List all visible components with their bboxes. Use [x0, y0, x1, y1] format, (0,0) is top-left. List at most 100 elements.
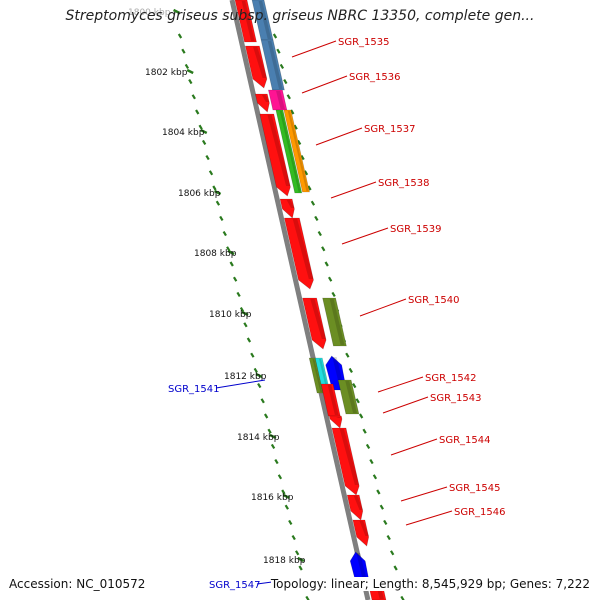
track-tick — [246, 337, 252, 343]
track-tick — [298, 565, 303, 571]
track-tick — [324, 261, 329, 267]
track-tick — [212, 185, 217, 191]
gene-feature-forward[interactable] — [346, 494, 364, 521]
gene-feature-forward[interactable] — [283, 109, 310, 193]
axis-label: 1814 kbp — [237, 433, 280, 443]
axis-label: 1812 kbp — [224, 372, 267, 382]
track-tick — [303, 170, 309, 176]
track-tick — [286, 94, 291, 100]
gene-label-forward[interactable]: SGR_1542 — [425, 373, 477, 384]
track-tick — [232, 276, 238, 282]
track-tick — [279, 63, 285, 69]
gene-label-forward[interactable]: SGR_1536 — [349, 72, 401, 83]
gene-feature-forward[interactable] — [260, 39, 285, 91]
gene-shading — [258, 1, 272, 39]
track-tick — [348, 367, 353, 373]
track-tick — [236, 291, 241, 297]
track-tick — [198, 124, 203, 130]
gene-shading — [339, 429, 360, 485]
track-tick — [208, 170, 214, 176]
gene-label-forward[interactable]: SGR_1544 — [439, 435, 491, 446]
track-tick — [264, 413, 269, 419]
track-tick — [284, 504, 289, 510]
gene-feature-forward[interactable] — [234, 0, 257, 43]
track-tick — [205, 155, 210, 161]
track-tick — [300, 155, 305, 161]
gene-label-forward[interactable]: SGR_1539 — [390, 224, 442, 235]
axis-major-tick — [200, 128, 208, 135]
label-leader-line — [359, 298, 407, 317]
track-tick — [257, 383, 262, 389]
gene-shading — [329, 299, 345, 345]
gene-label-forward[interactable]: SGR_1535 — [338, 37, 390, 48]
track-tick — [293, 124, 298, 130]
gene-feature-forward[interactable] — [302, 297, 327, 350]
gene-label-forward[interactable]: SGR_1540 — [408, 295, 460, 306]
track-tick — [290, 109, 295, 115]
track-tick — [219, 215, 224, 221]
gene-feature-forward[interactable] — [245, 45, 268, 89]
gene-shading — [310, 299, 326, 339]
track-tick — [215, 200, 221, 206]
gene-label-forward[interactable]: SGR_1545 — [449, 483, 501, 494]
gene-feature-reverse[interactable] — [308, 357, 324, 394]
label-leader-line — [256, 581, 273, 585]
track-tick — [270, 443, 276, 449]
track-tick — [327, 276, 333, 282]
gene-shading — [261, 95, 270, 102]
page-title: Streptomyces griseus subsp. griseus NBRC… — [65, 8, 535, 24]
gene-shading — [312, 359, 323, 392]
gene-feature-forward[interactable] — [279, 198, 295, 219]
axis-major-tick — [214, 189, 222, 196]
track-tick — [305, 595, 310, 601]
track-tick — [277, 474, 283, 480]
track-tick — [372, 474, 378, 480]
track-tick — [376, 489, 381, 495]
label-leader-line — [341, 227, 389, 245]
track-tick — [243, 322, 248, 328]
track-tick — [331, 291, 336, 297]
gene-label-forward[interactable]: SGR_1538 — [378, 178, 430, 189]
track-tick — [267, 428, 272, 434]
label-leader-line — [400, 486, 448, 502]
track-tick — [390, 550, 395, 556]
axis-major-tick — [173, 8, 181, 15]
track-tick — [365, 443, 371, 449]
gene-feature-forward[interactable] — [259, 113, 291, 197]
gene-label-reverse[interactable]: SGR_1541 — [168, 384, 220, 395]
gene-label-forward[interactable]: SGR_1546 — [454, 507, 506, 518]
gene-shading — [279, 111, 301, 192]
accession-text: Accession: NC_010572 — [9, 577, 146, 591]
gene-feature-forward[interactable] — [337, 379, 360, 415]
gene-feature-forward[interactable] — [275, 109, 303, 194]
track-tick — [369, 459, 374, 465]
gene-labels: SGR_1535 SGR_1536 SGR_1537 SGR_1538 SGR_1539… — [168, 37, 506, 591]
label-leader-line — [215, 379, 266, 389]
gene-label-reverse[interactable]: SGR_1547 — [209, 580, 261, 591]
gene-shading — [253, 47, 267, 78]
gene-feature-forward[interactable] — [254, 93, 270, 113]
track-tick — [260, 398, 265, 404]
track-tick — [281, 489, 286, 495]
track-tick — [253, 367, 258, 373]
axis-label: 1818 kbp — [263, 556, 306, 566]
gene-label-forward[interactable]: SGR_1537 — [364, 124, 416, 135]
track-tick — [345, 352, 350, 358]
gene-shading — [276, 91, 285, 109]
gene-feature-forward[interactable] — [328, 415, 343, 429]
gene-feature-forward[interactable] — [352, 519, 370, 547]
track-tick — [383, 519, 388, 525]
track-tick — [379, 504, 384, 510]
track-tick — [296, 139, 302, 145]
track-tick — [314, 215, 319, 221]
gene-feature-forward[interactable] — [331, 427, 360, 496]
gene-feature-forward[interactable] — [322, 297, 347, 347]
track-tick — [307, 185, 312, 191]
label-leader-line — [382, 396, 429, 414]
track-tick — [386, 535, 391, 541]
gene-feature-forward[interactable] — [284, 217, 314, 290]
gene-shading — [241, 1, 255, 41]
gene-label-forward[interactable]: SGR_1543 — [430, 393, 482, 404]
label-leader-line — [390, 438, 438, 456]
